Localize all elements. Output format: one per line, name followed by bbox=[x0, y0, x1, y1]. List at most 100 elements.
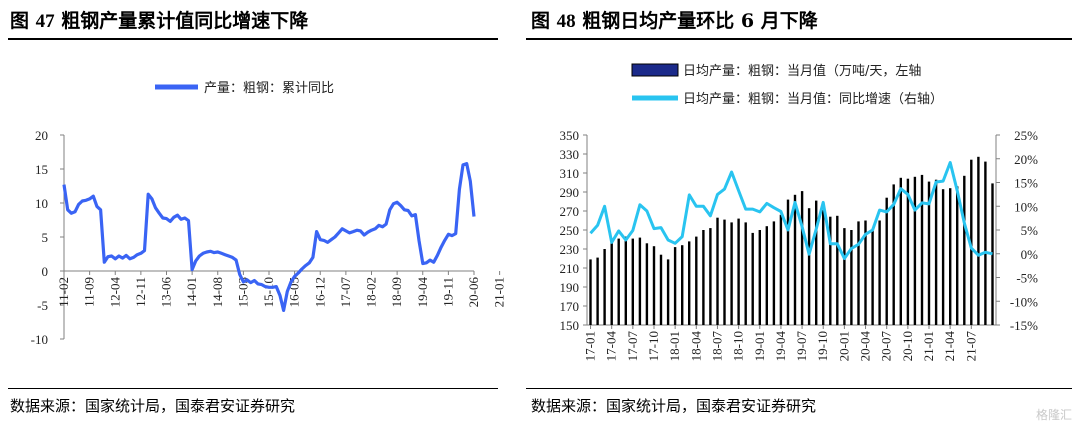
right-bar bbox=[765, 226, 768, 325]
right-right-y-tick-label: -15% bbox=[1010, 318, 1038, 333]
right-bar bbox=[723, 219, 726, 325]
right-left-y-tick-label: 150 bbox=[560, 318, 580, 333]
right-bar bbox=[786, 199, 790, 325]
right-bar bbox=[631, 238, 634, 325]
right-bar bbox=[652, 246, 656, 325]
right-bar bbox=[596, 257, 599, 325]
right-bar bbox=[899, 177, 902, 326]
right-bar bbox=[857, 221, 860, 325]
right-bar bbox=[709, 228, 712, 325]
left-legend-label: 产量：粗钢：累计同比 bbox=[204, 81, 334, 96]
left-title-rule bbox=[8, 38, 498, 40]
right-right-y-tick-label: 15% bbox=[1014, 176, 1038, 191]
right-x-tick-label: 17-04 bbox=[604, 331, 619, 362]
left-source: 数据来源：国家统计局，国泰君安证券研究 bbox=[10, 397, 296, 415]
left-series-line bbox=[62, 162, 476, 312]
left-x-tick-label: 11-09 bbox=[82, 277, 97, 307]
right-x-tick-label: 21-07 bbox=[963, 331, 978, 362]
right-x-tick-label: 18-01 bbox=[667, 331, 682, 361]
left-x-tick-label: 12-04 bbox=[107, 277, 122, 308]
right-bar bbox=[716, 217, 719, 325]
right-bar bbox=[610, 240, 613, 325]
right-bar bbox=[949, 188, 952, 325]
left-x-tick-label: 19-11 bbox=[440, 277, 455, 307]
right-bar bbox=[624, 236, 627, 325]
right-bar bbox=[956, 186, 959, 325]
right-bar bbox=[772, 221, 776, 325]
right-x-tick-label: 17-07 bbox=[625, 331, 640, 362]
right-bar bbox=[934, 179, 938, 325]
right-bar bbox=[963, 175, 966, 325]
left-x-tick-label: 13-06 bbox=[159, 277, 174, 308]
left-title-text: 粗钢产量累计值同比增速下降 bbox=[61, 10, 309, 32]
right-x-tick-label: 18-10 bbox=[731, 331, 746, 361]
right-bar bbox=[807, 208, 811, 325]
right-bar bbox=[793, 194, 797, 325]
right-left-y-tick-label: 350 bbox=[560, 128, 580, 143]
right-bar bbox=[638, 237, 642, 325]
right-right-y-tick-label: 20% bbox=[1014, 152, 1038, 167]
right-bar bbox=[843, 228, 846, 325]
right-x-tick-label: 21-01 bbox=[921, 331, 936, 361]
right-bar bbox=[751, 232, 754, 325]
right-bar bbox=[737, 218, 740, 325]
right-bar bbox=[920, 174, 924, 325]
right-x-tick-label: 18-07 bbox=[709, 331, 724, 362]
right-x-tick-label: 21-04 bbox=[942, 331, 957, 362]
left-y-tick-label: -5 bbox=[37, 298, 48, 313]
left-y-tick-label: -10 bbox=[31, 332, 48, 347]
right-legend-bar-label: 日均产量：粗钢：当月值（万吨/天，左轴 bbox=[683, 63, 921, 79]
right-x-tick-label: 19-01 bbox=[752, 331, 767, 361]
right-bar bbox=[991, 183, 994, 325]
right-legend-bar-swatch bbox=[631, 63, 679, 77]
left-x-tick-label: 19-04 bbox=[415, 277, 430, 308]
right-bar bbox=[730, 222, 733, 325]
right-source-rule bbox=[526, 388, 1072, 389]
right-x-tick-label: 20-04 bbox=[858, 331, 873, 362]
right-bar bbox=[822, 210, 825, 325]
right-bar bbox=[666, 259, 670, 325]
right-x-tick-label: 20-10 bbox=[900, 331, 915, 361]
right-bar bbox=[758, 230, 761, 325]
left-y-tick-label: 10 bbox=[35, 196, 48, 211]
right-x-tick-label: 17-01 bbox=[583, 331, 598, 361]
left-y-tick-label: 15 bbox=[35, 162, 48, 177]
right-title-prefix: 图 bbox=[531, 10, 551, 32]
right-bar bbox=[984, 161, 987, 325]
left-y-tick-label: 20 bbox=[35, 128, 48, 143]
right-title-rule bbox=[526, 38, 1072, 40]
right-bar bbox=[645, 243, 649, 325]
left-x-tick-label: 17-07 bbox=[338, 277, 353, 308]
right-bar bbox=[850, 230, 853, 325]
left-y-tick-label: 5 bbox=[42, 230, 49, 245]
right-left-y-tick-label: 250 bbox=[560, 223, 580, 238]
right-bar bbox=[688, 241, 691, 325]
left-x-tick-label: 14-08 bbox=[210, 277, 225, 307]
right-bar bbox=[977, 156, 980, 325]
left-x-tick-label: 15-10 bbox=[261, 277, 276, 307]
right-bar bbox=[864, 220, 867, 325]
right-bar bbox=[695, 236, 698, 325]
right-left-y-tick-label: 230 bbox=[560, 242, 580, 257]
left-x-tick-label: 16-12 bbox=[312, 277, 327, 307]
right-bar bbox=[927, 181, 931, 325]
right-x-tick-label: 18-04 bbox=[688, 331, 703, 362]
left-y-tick-label: 0 bbox=[42, 264, 49, 279]
right-left-y-tick-label: 190 bbox=[560, 280, 580, 295]
right-legend-line-label: 日均产量：粗钢：当月值：同比增速（右轴） bbox=[683, 91, 943, 107]
left-chart-title: 图 47 粗钢产量累计值同比增速下降 bbox=[10, 6, 308, 33]
right-left-y-tick-label: 210 bbox=[560, 261, 580, 276]
right-left-y-tick-label: 330 bbox=[560, 147, 580, 162]
right-left-y-tick-label: 290 bbox=[560, 185, 580, 200]
right-bar bbox=[589, 259, 592, 325]
right-bar bbox=[941, 189, 945, 325]
right-bar bbox=[681, 245, 684, 325]
right-bar bbox=[659, 254, 663, 325]
right-title-number: 48 bbox=[556, 11, 576, 32]
right-left-y-tick-label: 170 bbox=[560, 299, 580, 314]
right-bar bbox=[885, 197, 888, 325]
right-bar bbox=[744, 222, 747, 325]
left-x-tick-label: 21-01 bbox=[492, 277, 507, 307]
